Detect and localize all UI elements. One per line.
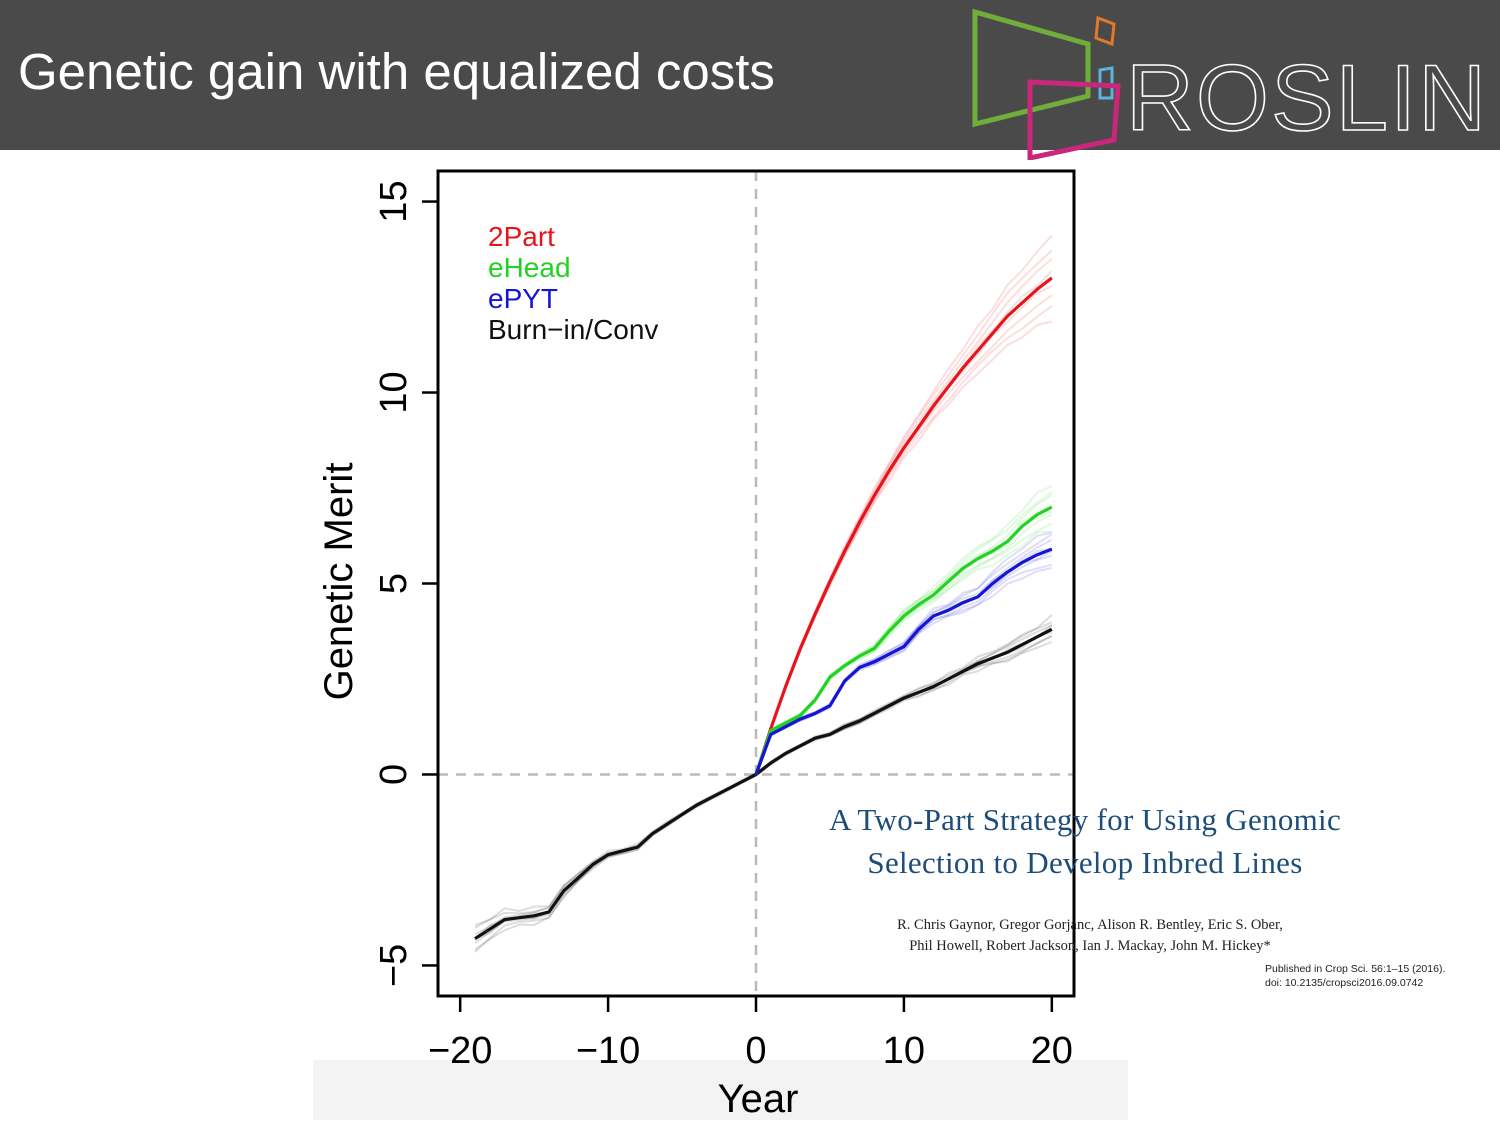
replicate-line bbox=[755, 640, 1053, 777]
x-tick-label: 0 bbox=[745, 1030, 766, 1072]
y-tick-label: 10 bbox=[373, 371, 415, 413]
replicate-line bbox=[474, 774, 757, 953]
y-tick-label: −5 bbox=[373, 944, 415, 987]
replicate-line bbox=[755, 614, 1053, 774]
paper-authors: R. Chris Gaynor, Gregor Gorjanc, Alison … bbox=[830, 915, 1350, 957]
y-tick-label: 5 bbox=[373, 573, 415, 594]
paper-title-line-1: A Two-Part Strategy for Using Genomic bbox=[828, 802, 1342, 837]
series-line-1 bbox=[755, 627, 1053, 776]
series-line-2 bbox=[754, 276, 1053, 775]
y-axis-label: Genetic Merit bbox=[317, 463, 361, 701]
roslin-logo: ROSLIN bbox=[972, 8, 1480, 160]
series-line-0 bbox=[474, 773, 757, 941]
x-tick-label: −20 bbox=[428, 1030, 492, 1072]
series-lines bbox=[438, 171, 1074, 996]
legend-entry: ePYT bbox=[488, 283, 558, 314]
axes: −20 −10 0 10 20 −5 0 5 10 15 Year Genetic Merit bbox=[317, 169, 1076, 1121]
legend-entry: Burn−in/Conv bbox=[488, 314, 658, 345]
legend-entry: eHead bbox=[488, 252, 571, 283]
paper-authors-line-2: Phil Howell, Robert Jackson, Ian J. Mack… bbox=[909, 938, 1271, 954]
replicate-line bbox=[755, 554, 1053, 776]
publication-info: Published in Crop Sci. 56:1–15 (2016). d… bbox=[1265, 962, 1445, 990]
y-tick-label: 15 bbox=[373, 180, 415, 222]
paper-title: A Two-Part Strategy for Using Genomic Se… bbox=[760, 798, 1410, 884]
paper-title-line-2: Selection to Develop Inbred Lines bbox=[867, 845, 1303, 880]
replicate-line bbox=[755, 491, 1053, 774]
publication-doi: doi: 10.2135/cropsci2016.09.0742 bbox=[1265, 977, 1424, 989]
x-axis-label: Year bbox=[718, 1077, 799, 1121]
x-tick-label: 20 bbox=[1031, 1030, 1073, 1072]
series-line-4 bbox=[754, 547, 1053, 776]
y-tick-label: 0 bbox=[373, 764, 415, 785]
replicate-line bbox=[474, 773, 757, 940]
series-line-3 bbox=[754, 505, 1053, 775]
replicate-line bbox=[474, 774, 757, 951]
slide-title: Genetic gain with equalized costs bbox=[18, 43, 775, 100]
legend-entry: 2Part bbox=[488, 221, 555, 252]
chart-bottom-shade bbox=[313, 1060, 1128, 1120]
x-tick-label: 10 bbox=[883, 1030, 925, 1072]
replicate-line bbox=[755, 635, 1053, 776]
logo-text: ROSLIN bbox=[1126, 45, 1480, 150]
x-tick-label: −10 bbox=[576, 1030, 640, 1072]
paper-authors-line-1: R. Chris Gaynor, Gregor Gorjanc, Alison … bbox=[897, 917, 1283, 933]
slide-header: Genetic gain with equalized costs ROSLIN bbox=[0, 0, 1500, 160]
replicate-line bbox=[755, 494, 1053, 775]
publication-citation: Published in Crop Sci. 56:1–15 (2016). bbox=[1265, 963, 1446, 975]
